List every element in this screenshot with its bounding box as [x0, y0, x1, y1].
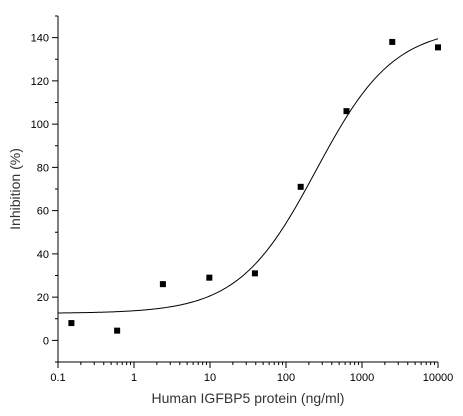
data-point: [251, 270, 258, 277]
y-tick-label: 0: [43, 335, 49, 347]
data-point: [159, 281, 166, 288]
x-tick-label: 10000: [423, 372, 454, 384]
data-points: [68, 38, 441, 334]
y-tick-label: 80: [37, 162, 49, 174]
y-tick-label: 120: [31, 76, 49, 88]
y-tick-label: 140: [31, 33, 49, 45]
data-point: [389, 38, 396, 45]
y-axis-title: Inhibition (%): [7, 148, 23, 230]
x-tick-label: 1000: [350, 372, 374, 384]
x-tick-label: 1: [131, 372, 137, 384]
x-tick-label: 10: [204, 372, 216, 384]
data-point: [435, 44, 441, 51]
plot-area: [57, 16, 438, 363]
x-tick-label: 100: [277, 372, 295, 384]
data-point: [297, 183, 304, 190]
fit-curve: [57, 38, 439, 314]
y-tick-label: 40: [37, 249, 49, 261]
y-ticks: 0 20 40 60 80 100 120 140: [31, 15, 58, 363]
y-tick-label: 100: [31, 119, 49, 131]
y-tick-label: 20: [37, 292, 49, 304]
data-point: [68, 320, 75, 327]
x-ticks: 0.1 1 10 100 1000 10000: [50, 362, 453, 384]
x-tick-label: 0.1: [50, 372, 65, 384]
data-point: [114, 327, 121, 334]
x-axis-title: Human IGFBP5 protein (ng/ml): [152, 390, 345, 406]
y-tick-label: 60: [37, 206, 49, 218]
data-point: [206, 274, 213, 281]
data-point: [343, 108, 350, 115]
